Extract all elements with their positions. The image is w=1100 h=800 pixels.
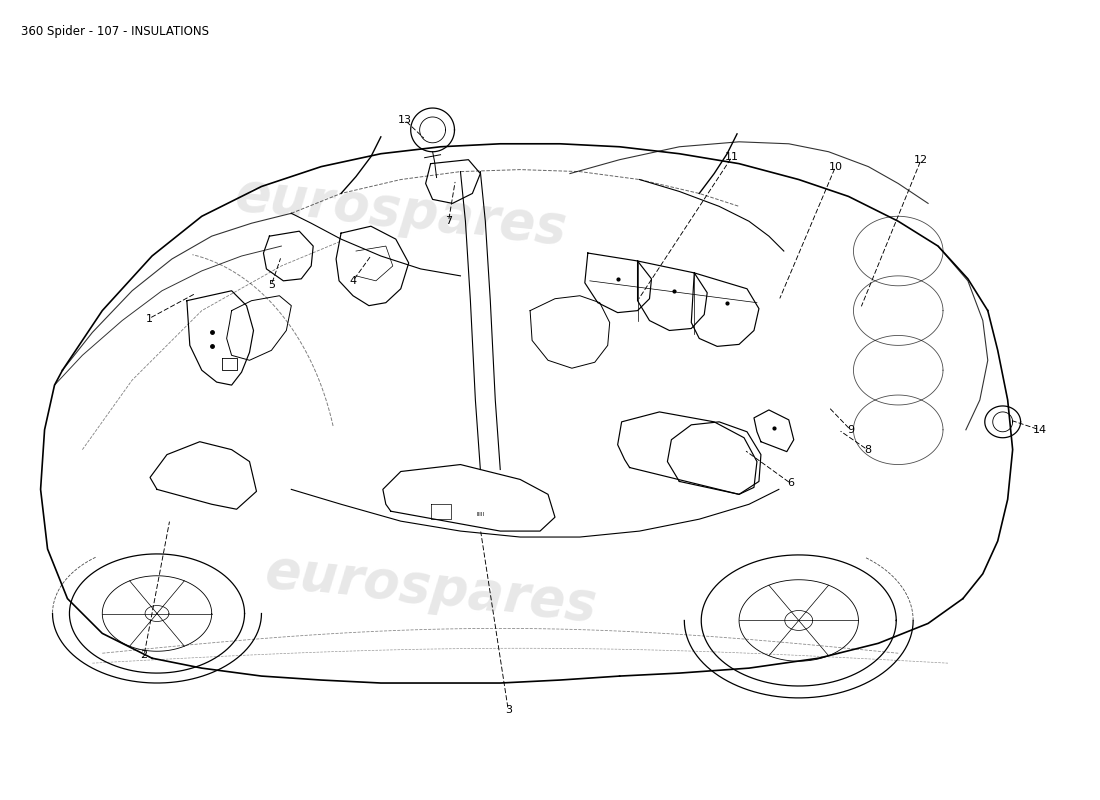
Text: 360 Spider - 107 - INSULATIONS: 360 Spider - 107 - INSULATIONS [21,25,209,38]
Text: eurospares: eurospares [232,168,569,254]
Text: 8: 8 [864,445,871,454]
Text: 7: 7 [446,216,452,226]
Text: 6: 6 [788,478,794,489]
Text: eurospares: eurospares [262,546,600,632]
Text: 5: 5 [268,280,275,290]
Text: 10: 10 [828,162,843,172]
Text: 12: 12 [914,154,928,165]
Text: IIIII: IIIII [476,512,484,517]
Text: 4: 4 [350,276,356,286]
Text: 3: 3 [505,705,512,715]
Text: 2: 2 [141,650,147,660]
Text: 14: 14 [1033,425,1046,434]
Text: 13: 13 [398,115,411,125]
Text: 1: 1 [145,314,153,323]
Text: 9: 9 [847,425,854,434]
Text: 11: 11 [725,152,739,162]
